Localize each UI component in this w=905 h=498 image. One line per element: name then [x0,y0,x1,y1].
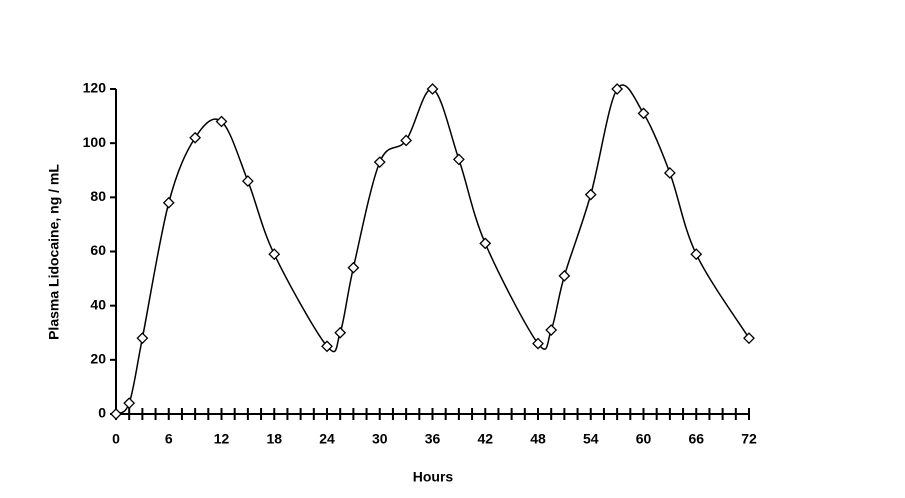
y-tick-label: 60 [90,242,106,258]
line [115,84,750,415]
x-tick-label: 18 [266,431,282,447]
marker [373,156,386,169]
marker [452,153,465,166]
marker [123,397,136,410]
marker [189,131,202,144]
x-tick-label: 12 [214,431,230,447]
marker [347,261,360,274]
y-tick-label: 120 [83,80,107,96]
x-tick-label: 54 [583,431,599,447]
marker [532,337,544,350]
marker [584,188,597,201]
x-tick-label: 0 [112,431,120,447]
x-tick-label: 48 [530,431,546,447]
marker [743,332,755,345]
marker [479,237,492,250]
marker [558,269,571,282]
x-tick-label: 72 [741,431,757,447]
marker [426,83,439,95]
y-tick-label: 0 [98,405,106,421]
x-tick-label: 30 [372,431,388,447]
marker [110,408,122,420]
x-tick-label: 60 [636,431,652,447]
y-axis-title: Plasma Lidocaine, ng / mL [46,164,62,340]
marker [136,332,149,345]
marker [268,248,281,261]
marker [545,324,558,336]
marker [162,196,175,209]
marker [215,115,228,128]
x-tick-label: 42 [477,431,493,447]
x-tick-label: 66 [688,431,704,447]
marker [400,134,413,147]
y-tick-label: 40 [90,296,106,312]
x-tick-label: 36 [425,431,441,447]
x-tick-label: 24 [319,431,335,447]
marker [690,248,703,261]
marker [663,167,676,179]
y-tick-label: 80 [90,188,106,204]
x-tick-label: 6 [165,431,173,447]
y-tick-label: 100 [83,134,107,150]
marker [334,326,347,339]
x-axis-title: Hours [413,469,454,485]
marker [321,340,333,353]
marker [637,107,650,120]
y-tick-label: 20 [90,351,106,367]
marker [241,175,254,188]
marker [611,83,624,95]
